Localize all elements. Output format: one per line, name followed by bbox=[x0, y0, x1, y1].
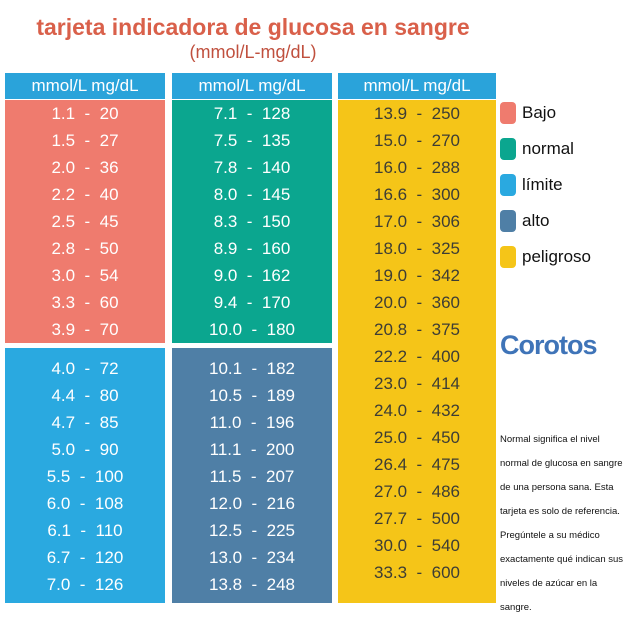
legend-label: Bajo bbox=[522, 103, 557, 122]
value-row: 12.5 - 225 bbox=[208, 521, 295, 540]
value-row: 22.2 - 400 bbox=[373, 347, 460, 366]
legend-swatch bbox=[500, 102, 516, 124]
value-row: 8.3 - 150 bbox=[213, 212, 291, 231]
value-row: 19.0 - 342 bbox=[373, 266, 460, 285]
value-row: 20.0 - 360 bbox=[373, 293, 460, 312]
legend-item: normal bbox=[500, 138, 574, 160]
legend-label: normal bbox=[522, 139, 574, 158]
value-row: 8.9 - 160 bbox=[213, 239, 291, 258]
note-text: Normal significa el nivel normal de gluc… bbox=[500, 434, 624, 613]
value-row: 11.5 - 207 bbox=[209, 467, 295, 486]
legend-item: peligroso bbox=[500, 246, 591, 268]
value-row: 9.0 - 162 bbox=[213, 266, 291, 285]
value-row: 33.3 - 600 bbox=[373, 563, 460, 582]
watermark-logo: Corotos bbox=[500, 330, 597, 360]
value-row: 13.0 - 234 bbox=[208, 548, 295, 567]
value-row: 4.7 - 85 bbox=[51, 413, 119, 432]
card-subtitle: (mmol/L-mg/dL) bbox=[189, 42, 317, 62]
value-row: 16.0 - 288 bbox=[373, 158, 460, 177]
value-row: 1.5 - 27 bbox=[51, 131, 119, 150]
value-row: 2.8 - 50 bbox=[51, 239, 119, 258]
value-row: 4.0 - 72 bbox=[51, 359, 119, 378]
value-row: 5.0 - 90 bbox=[51, 440, 119, 459]
value-row: 11.0 - 196 bbox=[209, 413, 295, 432]
value-row: 17.0 - 306 bbox=[373, 212, 460, 231]
value-row: 27.0 - 486 bbox=[373, 482, 460, 501]
value-row: 26.4 - 475 bbox=[373, 455, 460, 474]
column-header-1: mmol/L mg/dL bbox=[5, 73, 165, 99]
value-row: 23.0 - 414 bbox=[373, 374, 460, 393]
alto-block: 10.1 - 182 10.5 - 189 11.0 - 196 11.1 - 200… bbox=[172, 348, 332, 603]
legend-item: Bajo bbox=[500, 102, 556, 124]
value-row: 12.0 - 216 bbox=[208, 494, 295, 513]
value-row: 2.2 - 40 bbox=[51, 185, 119, 204]
value-row: 6.7 - 120 bbox=[46, 548, 124, 567]
value-row: 7.8 - 140 bbox=[213, 158, 291, 177]
legend-item: alto bbox=[500, 210, 549, 232]
value-row: 3.9 - 70 bbox=[51, 320, 119, 339]
value-row: 7.1 - 128 bbox=[213, 104, 291, 123]
value-row: 2.5 - 45 bbox=[51, 212, 119, 231]
card-title: tarjeta indicadora de glucosa en sangre bbox=[36, 14, 470, 40]
normal-block: 7.1 - 128 7.5 - 135 7.8 - 140 8.0 - 145 8.3 … bbox=[172, 100, 332, 343]
value-row: 7.0 - 126 bbox=[46, 575, 124, 594]
value-row: 10.5 - 189 bbox=[208, 386, 295, 405]
value-row: 13.8 - 248 bbox=[208, 575, 295, 594]
value-row: 20.8 - 375 bbox=[373, 320, 460, 339]
value-row: 1.1 - 20 bbox=[51, 104, 119, 123]
legend-swatch bbox=[500, 210, 516, 232]
value-row: 27.7 - 500 bbox=[373, 509, 460, 528]
value-row: 6.0 - 108 bbox=[46, 494, 124, 513]
legend-swatch bbox=[500, 174, 516, 196]
legend-swatch bbox=[500, 138, 516, 160]
value-row: 6.1 - 110 bbox=[47, 521, 123, 540]
legend-label: límite bbox=[522, 175, 563, 194]
peligroso-block: 13.9 - 250 15.0 - 270 16.0 - 288 16.6 - 300… bbox=[338, 100, 496, 603]
legend-swatch bbox=[500, 246, 516, 268]
value-row: 30.0 - 540 bbox=[373, 536, 460, 555]
column-header-2: mmol/L mg/dL bbox=[172, 73, 332, 99]
legend-item: límite bbox=[500, 174, 563, 196]
value-row: 25.0 - 450 bbox=[373, 428, 460, 447]
value-row: 3.3 - 60 bbox=[51, 293, 119, 312]
value-row: 15.0 - 270 bbox=[373, 131, 460, 150]
value-row: 10.0 - 180 bbox=[208, 320, 295, 339]
value-row: 4.4 - 80 bbox=[51, 386, 119, 405]
value-row: 13.9 - 250 bbox=[373, 104, 460, 123]
value-row: 3.0 - 54 bbox=[51, 266, 119, 285]
value-row: 10.1 - 182 bbox=[208, 359, 295, 378]
value-row: 7.5 - 135 bbox=[213, 131, 291, 150]
value-row: 8.0 - 145 bbox=[213, 185, 291, 204]
value-row: 16.6 - 300 bbox=[373, 185, 460, 204]
value-row: 11.1 - 200 bbox=[209, 440, 295, 459]
value-row: 24.0 - 432 bbox=[373, 401, 460, 420]
column-header-3: mmol/L mg/dL bbox=[338, 73, 496, 99]
value-row: 2.0 - 36 bbox=[51, 158, 119, 177]
legend-label: alto bbox=[522, 211, 550, 230]
value-row: 18.0 - 325 bbox=[373, 239, 460, 258]
value-row: 5.5 - 100 bbox=[46, 467, 124, 486]
value-row: 9.4 - 170 bbox=[213, 293, 291, 312]
bajo-block: 1.1 - 20 1.5 - 27 2.0 - 36 2.2 - 40 2.5 - 45… bbox=[5, 100, 165, 343]
legend-label: peligroso bbox=[522, 247, 591, 266]
limite-block: 4.0 - 72 4.4 - 80 4.7 - 85 5.0 - 90 5.5 - 10… bbox=[5, 348, 165, 603]
